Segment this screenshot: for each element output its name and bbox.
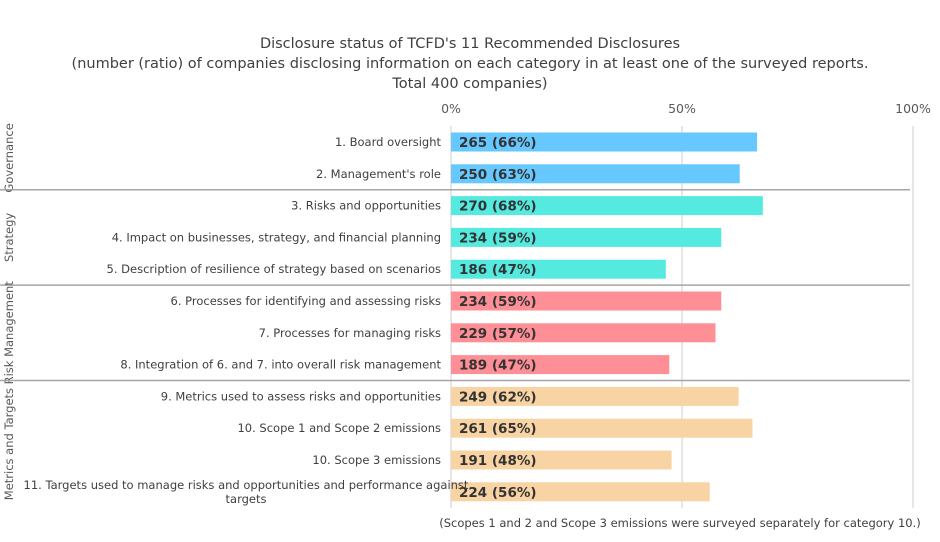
bar (451, 450, 672, 470)
group-governance: 265 (66%) 1. Board oversight 250 (63%) 2. M… (2, 123, 758, 193)
data-label: 261 (65%) (459, 421, 537, 437)
bar (451, 418, 753, 438)
bar (451, 259, 666, 279)
category-label: 6. Processes for identifying and assessi… (171, 294, 441, 308)
bar (451, 227, 722, 247)
data-label: 186 (47%) (459, 262, 537, 278)
category-label: 9. Metrics used to assess risks and oppo… (161, 389, 441, 403)
title-line-3: Total 400 companies) (391, 76, 547, 92)
category-label: 1. Board oversight (335, 135, 442, 149)
title-line-1: Disclosure status of TCFD's 11 Recommend… (260, 36, 680, 52)
footnote: (Scopes 1 and 2 and Scope 3 emissions we… (439, 516, 921, 530)
bar (451, 291, 722, 311)
data-label: 249 (62%) (459, 389, 537, 405)
group-label: Metrics and Targets (2, 388, 16, 500)
x-tick-label: 0% (441, 101, 461, 116)
bar (451, 164, 740, 184)
category-label: 7. Processes for managing risks (259, 326, 441, 340)
category-label: 3. Risks and opportunities (291, 199, 441, 213)
data-label: 191 (48%) (459, 453, 537, 469)
category-label: 10. Scope 3 emissions (312, 453, 441, 467)
x-tick-label: 50% (668, 101, 696, 116)
group-label: Strategy (2, 213, 16, 262)
group-strategy: 270 (68%) 3. Risks and opportunities 234 (… (2, 196, 763, 279)
data-label: 189 (47%) (459, 358, 537, 374)
category-label: 4. Impact on businesses, strategy, and f… (112, 230, 441, 244)
category-label: 2. Management's role (316, 167, 441, 181)
bar (451, 482, 710, 502)
category-label: 8. Integration of 6. and 7. into overall… (120, 358, 441, 372)
group-label: Governance (2, 123, 16, 192)
x-tick-label: 100% (895, 101, 931, 116)
data-label: 229 (57%) (459, 326, 537, 342)
data-label: 270 (68%) (459, 199, 537, 215)
data-label: 250 (63%) (459, 167, 537, 183)
category-label: 11. Targets used to manage risks and opp… (24, 478, 469, 506)
category-label: 5. Description of resilience of strategy… (107, 262, 441, 276)
group-label: Risk Management (2, 281, 16, 385)
data-label: 234 (59%) (459, 230, 537, 246)
category-label: 10. Scope 1 and Scope 2 emissions (237, 421, 441, 435)
bar (451, 132, 758, 152)
bar (451, 196, 763, 216)
bar (451, 355, 670, 375)
chart-title: Disclosure status of TCFD's 11 Recommend… (72, 36, 869, 92)
data-label: 234 (59%) (459, 294, 537, 310)
group-metrics-and-targets: 249 (62%) 9. Metrics used to assess risks… (2, 386, 753, 506)
bar (451, 323, 716, 343)
data-label: 224 (56%) (459, 485, 537, 501)
bar (451, 386, 739, 406)
title-line-2: (number (ratio) of companies disclosing … (72, 56, 869, 72)
group-risk-management: 234 (59%) 6. Processes for identifying an… (2, 281, 722, 385)
data-label: 265 (66%) (459, 135, 537, 151)
